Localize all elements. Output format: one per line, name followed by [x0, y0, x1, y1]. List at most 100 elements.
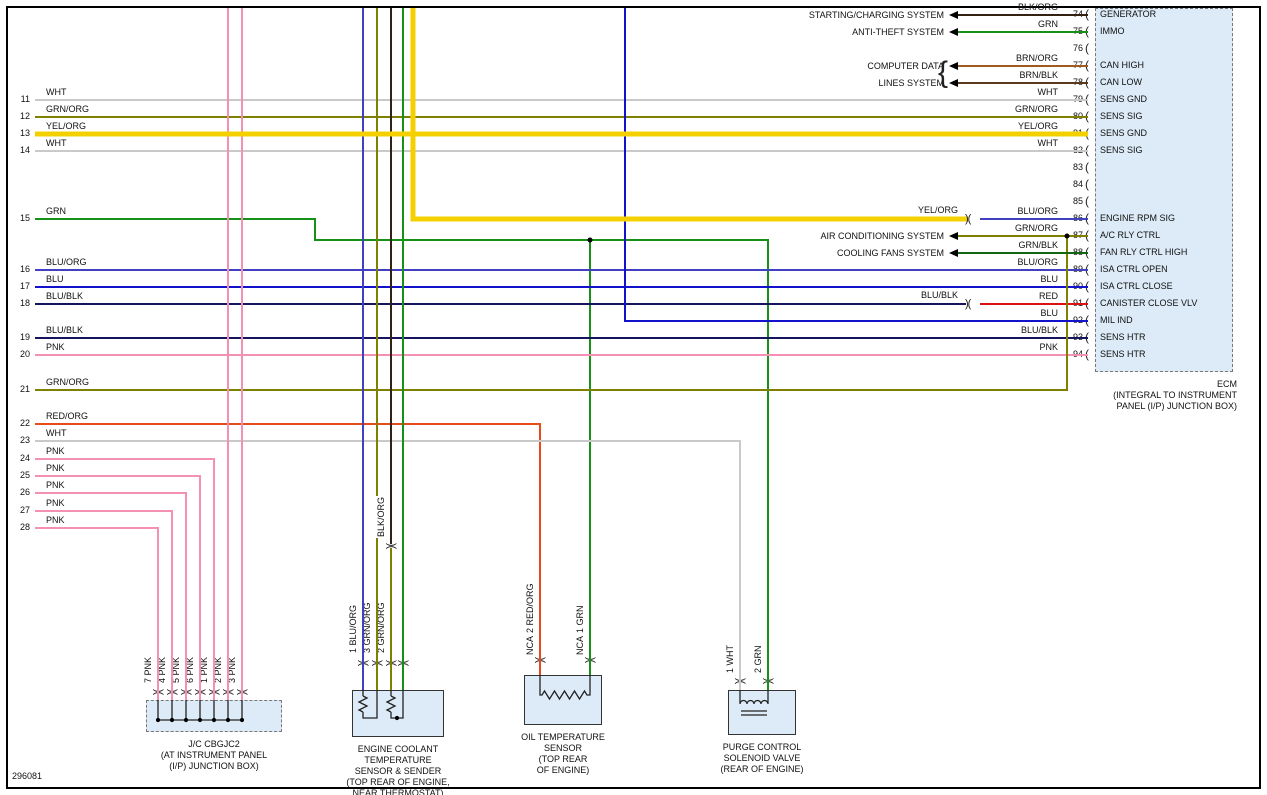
- wire-color-label: GRN/ORG: [1014, 223, 1058, 233]
- wire-color-label: BLU: [1040, 274, 1058, 284]
- ecm-pin-label: ENGINE RPM SIG: [1100, 213, 1176, 223]
- wire-mil-ind-blu: [624, 8, 1088, 322]
- wire-color-label: BRN/BLK: [1019, 70, 1058, 80]
- system-callout-line: AIR CONDITIONING SYSTEM: [820, 231, 944, 241]
- ecm-box: [1095, 8, 1233, 372]
- purge-solenoid-caption: PURGE CONTROL SOLENOID VALVE (REAR OF ENGI…: [677, 742, 847, 775]
- purge-solenoid-caption-line: (REAR OF ENGINE): [720, 764, 804, 774]
- junction-dot: [197, 717, 203, 723]
- circuit-number: 20: [19, 349, 30, 359]
- jc-cbgjc2-caption-line: J/C CBGJC2: [188, 739, 240, 749]
- system-callout: COMPUTER DATA LINES SYSTEM: [714, 58, 944, 92]
- wire-color-label: YEL/ORG: [1017, 121, 1058, 131]
- wire-row21-grnorg: [35, 236, 1068, 391]
- oil-temp-sensor-caption: OIL TEMPERATURE SENSOR (TOP REAR OF ENGINE): [478, 732, 648, 776]
- circuit-number: 12: [19, 111, 30, 121]
- wire-color-label: PNK: [46, 463, 65, 473]
- ecm-pin-label: SENS SIG: [1100, 111, 1143, 121]
- ect-sensor-caption-line: ENGINE COOLANT: [357, 744, 439, 754]
- wire-row27-pnk: [35, 510, 173, 700]
- circuit-number: 26: [19, 487, 30, 497]
- ect-sensor-caption-line: NEAR THERMOSTAT): [352, 788, 444, 795]
- circuit-number: 11: [20, 94, 30, 104]
- system-callout-line: COMPUTER DATA: [867, 61, 944, 71]
- wire-color-label: RED/ORG: [46, 411, 89, 421]
- wire-color-label: GRN/ORG: [1014, 104, 1058, 114]
- oil-temp-sensor-box: [524, 675, 602, 725]
- jc-cbgjc2-caption-line: (AT INSTRUMENT PANEL: [160, 750, 268, 760]
- bracket-icon: {: [938, 56, 949, 89]
- ect-sensor-caption-line: (TOP REAR OF ENGINE,: [346, 777, 450, 787]
- junction-dot: [1064, 233, 1070, 239]
- wire-color-label: PNK: [46, 515, 65, 525]
- wire-color-label: BRN/ORG: [1015, 53, 1058, 63]
- connector-icon: )(: [965, 213, 971, 225]
- circuit-number: 16: [19, 264, 30, 274]
- ecm-pin-connector-icon: (: [1085, 177, 1089, 191]
- circuit-number: 13: [19, 128, 30, 138]
- connector-icon: )(: [965, 298, 971, 310]
- wire-row24-pnk: [35, 458, 215, 700]
- wire-color-label: WHT: [46, 428, 67, 438]
- ecm-pin-connector-icon: (: [1085, 194, 1089, 208]
- wire-row28-pnk: [35, 527, 159, 700]
- ecm-pin-number: 85: [1072, 196, 1083, 206]
- junction-bus: [157, 700, 243, 721]
- wire-color-label: WHT: [1037, 138, 1059, 148]
- ecm-pin-label: ISA CTRL CLOSE: [1100, 281, 1173, 291]
- solenoid-coil-symbol: [739, 690, 769, 716]
- circuit-number: 21: [19, 384, 30, 394]
- circuit-number: 17: [19, 281, 30, 291]
- ecm-pin-number: 84: [1072, 179, 1083, 189]
- wire-row25-pnk: [35, 475, 201, 700]
- purge-solenoid-caption-line: SOLENOID VALVE: [723, 753, 801, 763]
- wire-row26-pnk: [35, 492, 187, 700]
- arrow-left-icon: [949, 62, 958, 70]
- circuit-number: 22: [19, 418, 30, 428]
- ecm-pin-label: SENS GND: [1100, 94, 1148, 104]
- circuit-number: 19: [19, 332, 30, 342]
- junction-dot: [239, 717, 245, 723]
- junction-dot: [155, 717, 161, 723]
- ecm-pin-connector-icon: (: [1085, 160, 1089, 174]
- diagram-frame: [6, 6, 1261, 789]
- junction-dot: [211, 717, 217, 723]
- system-callout-line: LINES SYSTEM: [878, 78, 944, 88]
- wire-color-label: PNK: [46, 498, 65, 508]
- ecm-pin-label: CAN LOW: [1100, 77, 1143, 87]
- circuit-number: 18: [19, 298, 30, 308]
- wire-color-label: BLU/BLK: [1020, 325, 1058, 335]
- wire-color-vertical-label: BLK/ORG: [376, 495, 386, 538]
- ecm-pin-number: 76: [1072, 43, 1083, 53]
- ecm-pin-label: ISA CTRL OPEN: [1100, 264, 1168, 274]
- ecm-pin-label: MIL IND: [1100, 315, 1133, 325]
- ecm-pin-connector-icon: (: [1085, 41, 1089, 55]
- junction-dot: [394, 715, 400, 721]
- jc-cbgjc2-caption: J/C CBGJC2 (AT INSTRUMENT PANEL (I/P) JUNC…: [129, 739, 299, 772]
- oil-temp-sensor-caption-line: SENSOR: [543, 743, 582, 753]
- resistor-symbol: [539, 675, 591, 701]
- circuit-number: 28: [19, 522, 30, 532]
- oil-temp-sensor-caption-line: OF ENGINE): [536, 765, 590, 775]
- system-callout: AIR CONDITIONING SYSTEM: [714, 230, 944, 242]
- ecm-pin-label: IMMO: [1100, 26, 1125, 36]
- wire-color-label: PNK: [1039, 342, 1058, 352]
- oil-temp-sensor-caption-line: OIL TEMPERATURE: [521, 732, 605, 742]
- system-callout-line: COOLING FANS SYSTEM: [836, 248, 944, 258]
- ect-sensor-symbol: [357, 690, 404, 721]
- ect-sensor-caption: ENGINE COOLANT TEMPERATURE SENSOR & SENDER…: [313, 744, 483, 795]
- wire-color-label: WHT: [46, 87, 67, 97]
- wire-row22-redorg: [35, 423, 541, 675]
- wire-color-label: BLU/ORG: [1017, 257, 1058, 267]
- wire-color-label: PNK: [46, 446, 65, 456]
- junction-dot: [587, 237, 593, 243]
- arrow-left-icon: [949, 28, 958, 36]
- jc-cbgjc2-box: [146, 700, 282, 732]
- arrow-left-icon: [949, 249, 958, 257]
- oil-temp-sensor-caption-line: (TOP REAR: [538, 754, 588, 764]
- junction-dot: [169, 717, 175, 723]
- junction-dot: [183, 717, 189, 723]
- ecm-pin-number: 83: [1072, 162, 1083, 172]
- wire-color-label: GRN/BLK: [1018, 240, 1058, 250]
